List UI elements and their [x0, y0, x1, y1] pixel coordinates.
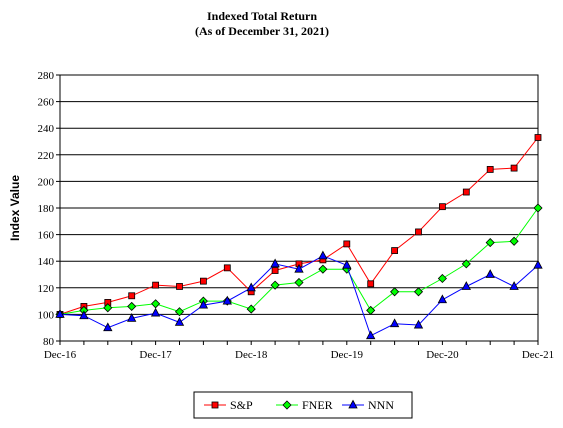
- data-point-sp: [510, 164, 518, 172]
- data-point-nnn: [485, 269, 495, 278]
- y-tick-label: 160: [38, 230, 55, 242]
- x-tick-label: Dec-19: [331, 349, 364, 361]
- data-point-fner: [366, 305, 376, 315]
- data-point-fner: [413, 287, 424, 297]
- data-point-nnn: [509, 281, 519, 290]
- data-point-sp: [128, 292, 136, 300]
- data-point-nnn: [103, 322, 113, 332]
- x-axis: Dec-16 Dec-17 Dec-18 Dec-19 Dec-20 Dec-21: [44, 341, 554, 361]
- data-point-sp: [223, 264, 231, 272]
- y-tick-label: 220: [38, 150, 55, 162]
- x-tick-label: Dec-20: [426, 349, 459, 361]
- data-point-sp: [391, 247, 399, 254]
- data-point-nnn: [389, 318, 400, 328]
- y-tick-label: 260: [38, 97, 55, 109]
- data-point-sp: [176, 283, 183, 290]
- data-point-nnn: [79, 310, 89, 320]
- data-point-nnn: [198, 299, 209, 309]
- series-nnn: [55, 250, 543, 340]
- data-point-fner: [246, 304, 256, 314]
- data-point-fner: [127, 301, 137, 311]
- legend-label-sp: S&P: [230, 398, 253, 412]
- data-point-sp: [367, 280, 375, 288]
- data-point-sp: [415, 228, 422, 236]
- data-point-sp: [152, 281, 160, 289]
- gridlines: [60, 101, 538, 315]
- data-point-fner: [485, 238, 495, 248]
- data-point-nnn: [55, 309, 65, 318]
- data-point-nnn: [294, 263, 304, 273]
- chart-subtitle: (As of December 31, 2021): [195, 24, 329, 38]
- data-point-sp: [271, 267, 279, 274]
- data-point-fner: [103, 303, 113, 313]
- data-point-nnn: [413, 319, 424, 329]
- data-point-fner: [390, 287, 400, 297]
- data-point-nnn: [222, 295, 232, 305]
- data-point-nnn: [437, 294, 448, 304]
- y-tick-label: 140: [38, 256, 55, 268]
- y-tick-label: 240: [38, 123, 55, 135]
- data-point-sp: [199, 277, 207, 285]
- data-point-fner: [151, 299, 161, 309]
- series-group: [55, 134, 543, 340]
- data-point-fner: [270, 280, 280, 290]
- y-axis: 80 100 120 140 160 180 200 220 240 260 280: [38, 70, 60, 348]
- y-tick-label: 80: [43, 336, 55, 348]
- data-point-nnn: [270, 258, 280, 268]
- legend: S&P FNER NNN: [193, 391, 413, 419]
- legend-marker-nnn: [348, 399, 358, 409]
- data-point-sp: [343, 240, 351, 248]
- data-point-nnn: [461, 281, 471, 290]
- data-point-nnn: [246, 282, 256, 292]
- data-point-nnn: [150, 307, 161, 317]
- data-point-fner: [509, 236, 519, 246]
- legend-marker-fner: [282, 400, 292, 410]
- y-tick-label: 120: [38, 283, 55, 295]
- data-point-fner: [294, 277, 304, 288]
- y-tick-label: 100: [38, 309, 55, 321]
- data-point-fner: [437, 273, 447, 284]
- legend-marker-sp: [211, 401, 219, 409]
- data-point-sp: [534, 134, 542, 141]
- data-point-fner: [174, 307, 185, 317]
- y-axis-label: Index Value: [8, 175, 22, 241]
- data-point-nnn: [366, 330, 376, 340]
- data-point-sp: [486, 166, 494, 173]
- legend-label-fner: FNER: [302, 398, 333, 412]
- y-tick-label: 180: [38, 203, 55, 215]
- data-point-nnn: [174, 317, 185, 326]
- x-tick-label: Dec-21: [522, 349, 554, 361]
- x-tick-label: Dec-16: [44, 349, 77, 361]
- data-point-fner: [533, 203, 543, 213]
- y-tick-label: 200: [38, 176, 55, 188]
- data-point-sp: [438, 203, 446, 211]
- y-tick-label: 280: [38, 70, 55, 82]
- data-point-sp: [462, 188, 470, 196]
- data-point-nnn: [533, 259, 543, 269]
- legend-label-nnn: NNN: [368, 398, 394, 412]
- x-tick-label: Dec-17: [139, 349, 172, 361]
- data-point-fner: [461, 259, 471, 269]
- x-tick-label: Dec-18: [235, 349, 268, 361]
- data-point-nnn: [342, 259, 352, 269]
- data-point-fner: [318, 264, 328, 274]
- chart-title: Indexed Total Return: [207, 9, 317, 23]
- data-point-nnn: [318, 250, 328, 260]
- series-sp: [56, 134, 542, 318]
- legend-box: [193, 391, 413, 419]
- data-point-nnn: [127, 313, 137, 322]
